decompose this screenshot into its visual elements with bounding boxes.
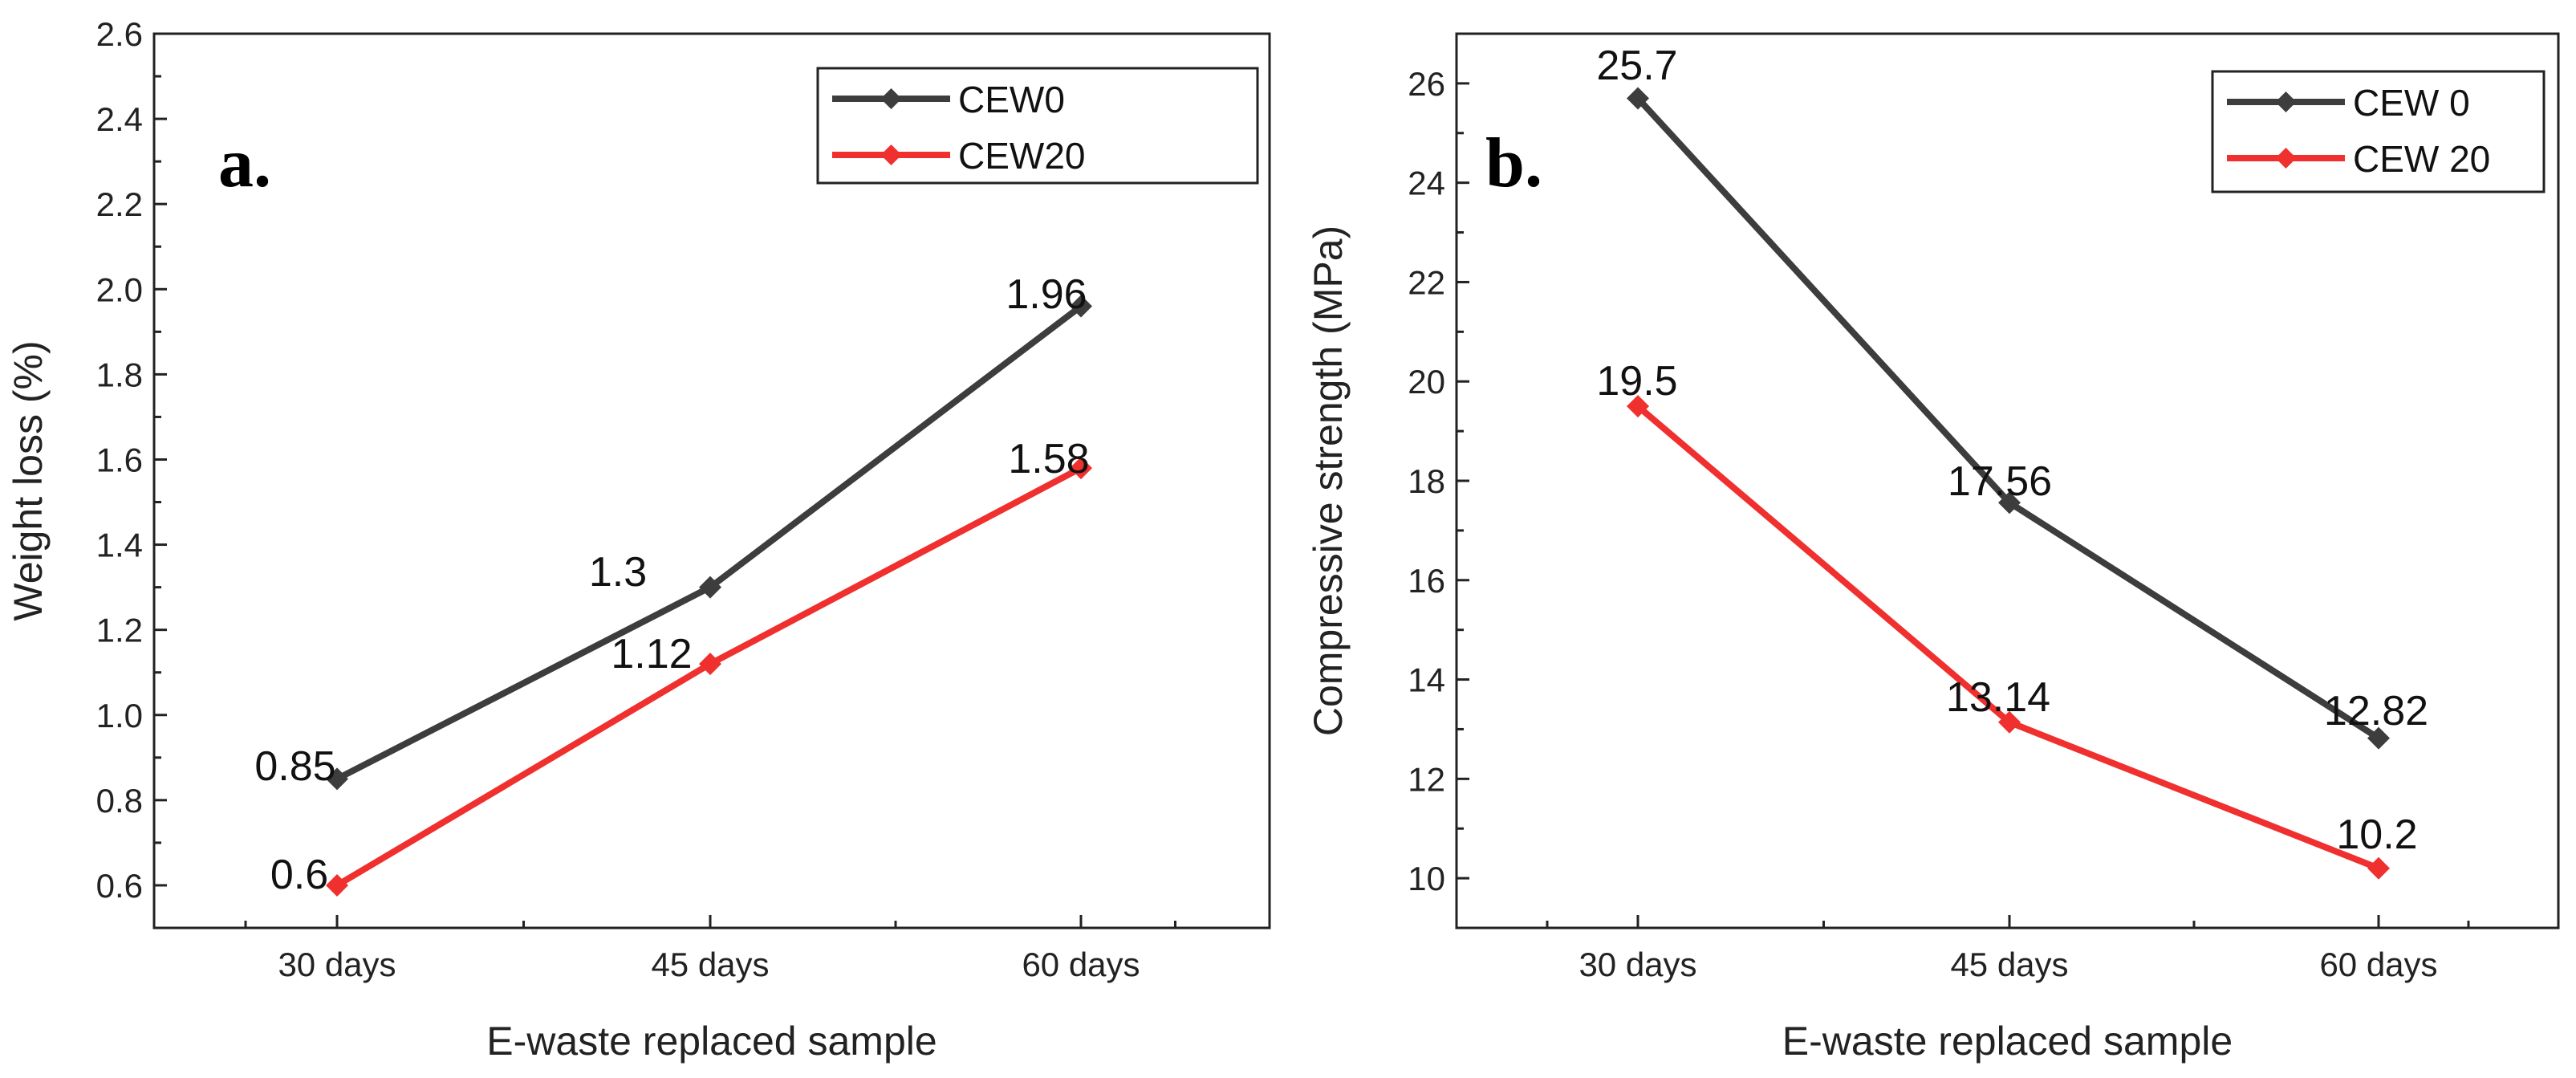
data-point-marker xyxy=(1998,491,2021,515)
y-tick-label: 16 xyxy=(1408,562,1445,600)
legend-swatch-marker xyxy=(880,88,902,109)
chart-panel-b: 10 12 14 16 18 20 22 24 26 30 days 45 days 60 days E… xyxy=(1306,32,2560,1064)
legend-swatch-marker xyxy=(880,144,902,165)
data-point-marker xyxy=(699,576,721,599)
y-tick-label: 18 xyxy=(1408,462,1445,500)
y-tick-label: 20 xyxy=(1408,363,1445,401)
legend-box xyxy=(2211,70,2546,193)
series-line-cew0 xyxy=(1635,96,2381,741)
data-label: 1.58 xyxy=(1008,436,1089,482)
y-tick-label: 1.6 xyxy=(96,441,143,478)
data-label: 10.2 xyxy=(2336,812,2417,858)
y-tick-label: 2.4 xyxy=(96,100,143,138)
data-point-marker xyxy=(2367,856,2390,880)
plot-frame xyxy=(152,32,1271,930)
legend-label: CEW 20 xyxy=(2353,138,2490,180)
x-tick-label: 45 days xyxy=(651,946,769,983)
y-tick-label: 26 xyxy=(1408,65,1445,103)
y-axis-title: Compressive strength (MPa) xyxy=(1306,226,1351,736)
data-label: 1.3 xyxy=(589,549,647,596)
data-point-marker xyxy=(326,767,348,791)
legend-label: CEW20 xyxy=(958,135,1085,177)
y-tick-label: 12 xyxy=(1408,760,1445,798)
data-label: 19.5 xyxy=(1596,358,1677,405)
data-label: 0.6 xyxy=(270,852,328,898)
data-label: 12.82 xyxy=(2324,688,2428,734)
y-tick-label: 1.4 xyxy=(96,527,143,564)
y-tick-label: 0.6 xyxy=(96,867,143,905)
y-tick-label: 2.2 xyxy=(96,185,143,223)
panel-label: b. xyxy=(1485,124,1542,202)
legend-label: CEW0 xyxy=(958,79,1065,120)
y-tick-label: 1.8 xyxy=(96,356,143,393)
x-tick-label: 60 days xyxy=(1022,946,1140,983)
series-line-cew20 xyxy=(335,465,1083,889)
data-label: 0.85 xyxy=(254,743,335,790)
data-label: 17.56 xyxy=(1948,458,2052,505)
data-point-marker xyxy=(1998,710,2021,734)
x-tick-label: 30 days xyxy=(1579,946,1696,983)
data-point-marker xyxy=(1070,295,1092,318)
data-point-marker xyxy=(326,873,348,897)
chart-panel-a: 0.6 0.8 1.0 1.2 1.4 1.6 1.8 2.0 2.2 2.4 2.6 30 days… xyxy=(6,15,1271,1064)
data-label: 13.14 xyxy=(1946,674,2050,721)
y-tick-label: 24 xyxy=(1408,165,1445,202)
y-axis-title: Weight loss (%) xyxy=(6,340,51,620)
legend-swatch-marker xyxy=(2275,92,2297,112)
y-tick-label: 1.0 xyxy=(96,697,143,734)
x-axis-title: E-waste replaced sample xyxy=(486,1019,937,1064)
y-tick-label: 10 xyxy=(1408,860,1445,897)
data-point-marker xyxy=(1070,457,1092,480)
x-tick-label: 60 days xyxy=(2319,946,2437,983)
data-point-marker xyxy=(699,653,721,676)
x-tick-label: 30 days xyxy=(278,946,396,983)
y-tick-label: 22 xyxy=(1408,263,1445,301)
data-label: 1.96 xyxy=(1006,271,1087,318)
data-point-marker xyxy=(1627,87,1649,110)
panel-label: a. xyxy=(218,124,271,202)
legend-swatch-marker xyxy=(2275,148,2297,169)
y-tick-label: 14 xyxy=(1408,661,1445,699)
legend-label: CEW 0 xyxy=(2353,82,2470,124)
x-axis-title: E-waste replaced sample xyxy=(1782,1019,2233,1064)
data-point-marker xyxy=(2367,726,2390,750)
data-point-marker xyxy=(1627,395,1649,418)
series-line-cew0 xyxy=(335,303,1083,782)
y-tick-label: 2.6 xyxy=(96,15,143,53)
y-tick-label: 2.0 xyxy=(96,271,143,308)
y-tick-label: 1.2 xyxy=(96,612,143,649)
y-tick-label: 0.8 xyxy=(96,782,143,820)
data-label: 25.7 xyxy=(1596,43,1677,89)
data-label: 1.12 xyxy=(611,631,692,677)
x-tick-label: 45 days xyxy=(1950,946,2068,983)
